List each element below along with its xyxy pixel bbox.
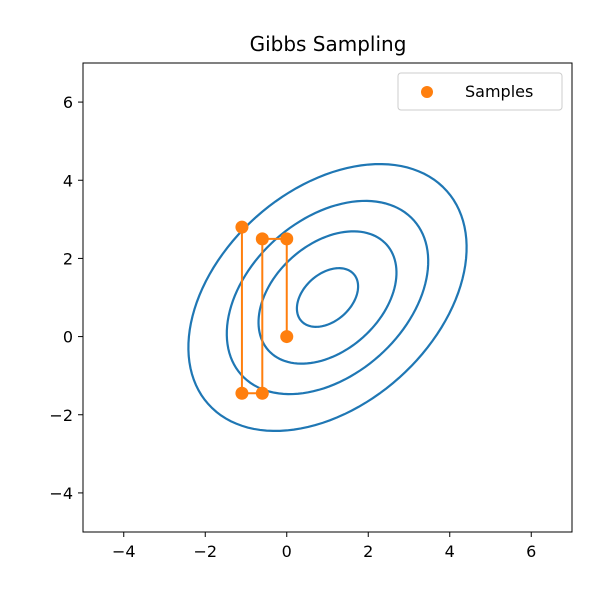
sample-point [255,386,269,400]
sample-point [235,220,249,234]
legend-label-samples: Samples [465,82,533,101]
x-tick-label: 2 [363,542,373,561]
sample-point [280,330,294,344]
sample-point [280,232,294,246]
legend-box [397,72,563,111]
y-tick-label: −2 [49,406,73,425]
contour-line-2 [225,199,430,396]
plot-frame [82,62,573,533]
sample-path-group [240,227,288,395]
chart-title: Gibbs Sampling [250,32,407,56]
contour-group [187,162,468,433]
x-tick-label: −4 [112,542,136,561]
x-tick-label: 0 [282,542,292,561]
y-tick-label: −4 [49,484,73,503]
contour-line-4 [295,267,360,328]
contour-line-3 [257,230,398,365]
sample-point [255,232,269,246]
x-tick-label: 6 [526,542,536,561]
sample-path-line [240,227,288,395]
y-tick-label: 2 [63,249,73,268]
y-axis: −4 −2 0 2 4 6 [49,93,83,503]
legend-marker [421,86,433,98]
legend: Samples [397,72,563,111]
x-axis: −4 −2 0 2 4 6 [112,532,536,561]
sample-point [235,386,249,400]
contour-line-1 [187,162,468,433]
x-tick-label: −2 [193,542,217,561]
y-tick-label: 4 [63,171,73,190]
x-tick-label: 4 [445,542,455,561]
sample-points-group [235,220,294,400]
y-tick-label: 0 [63,328,73,347]
y-tick-label: 6 [63,93,73,112]
